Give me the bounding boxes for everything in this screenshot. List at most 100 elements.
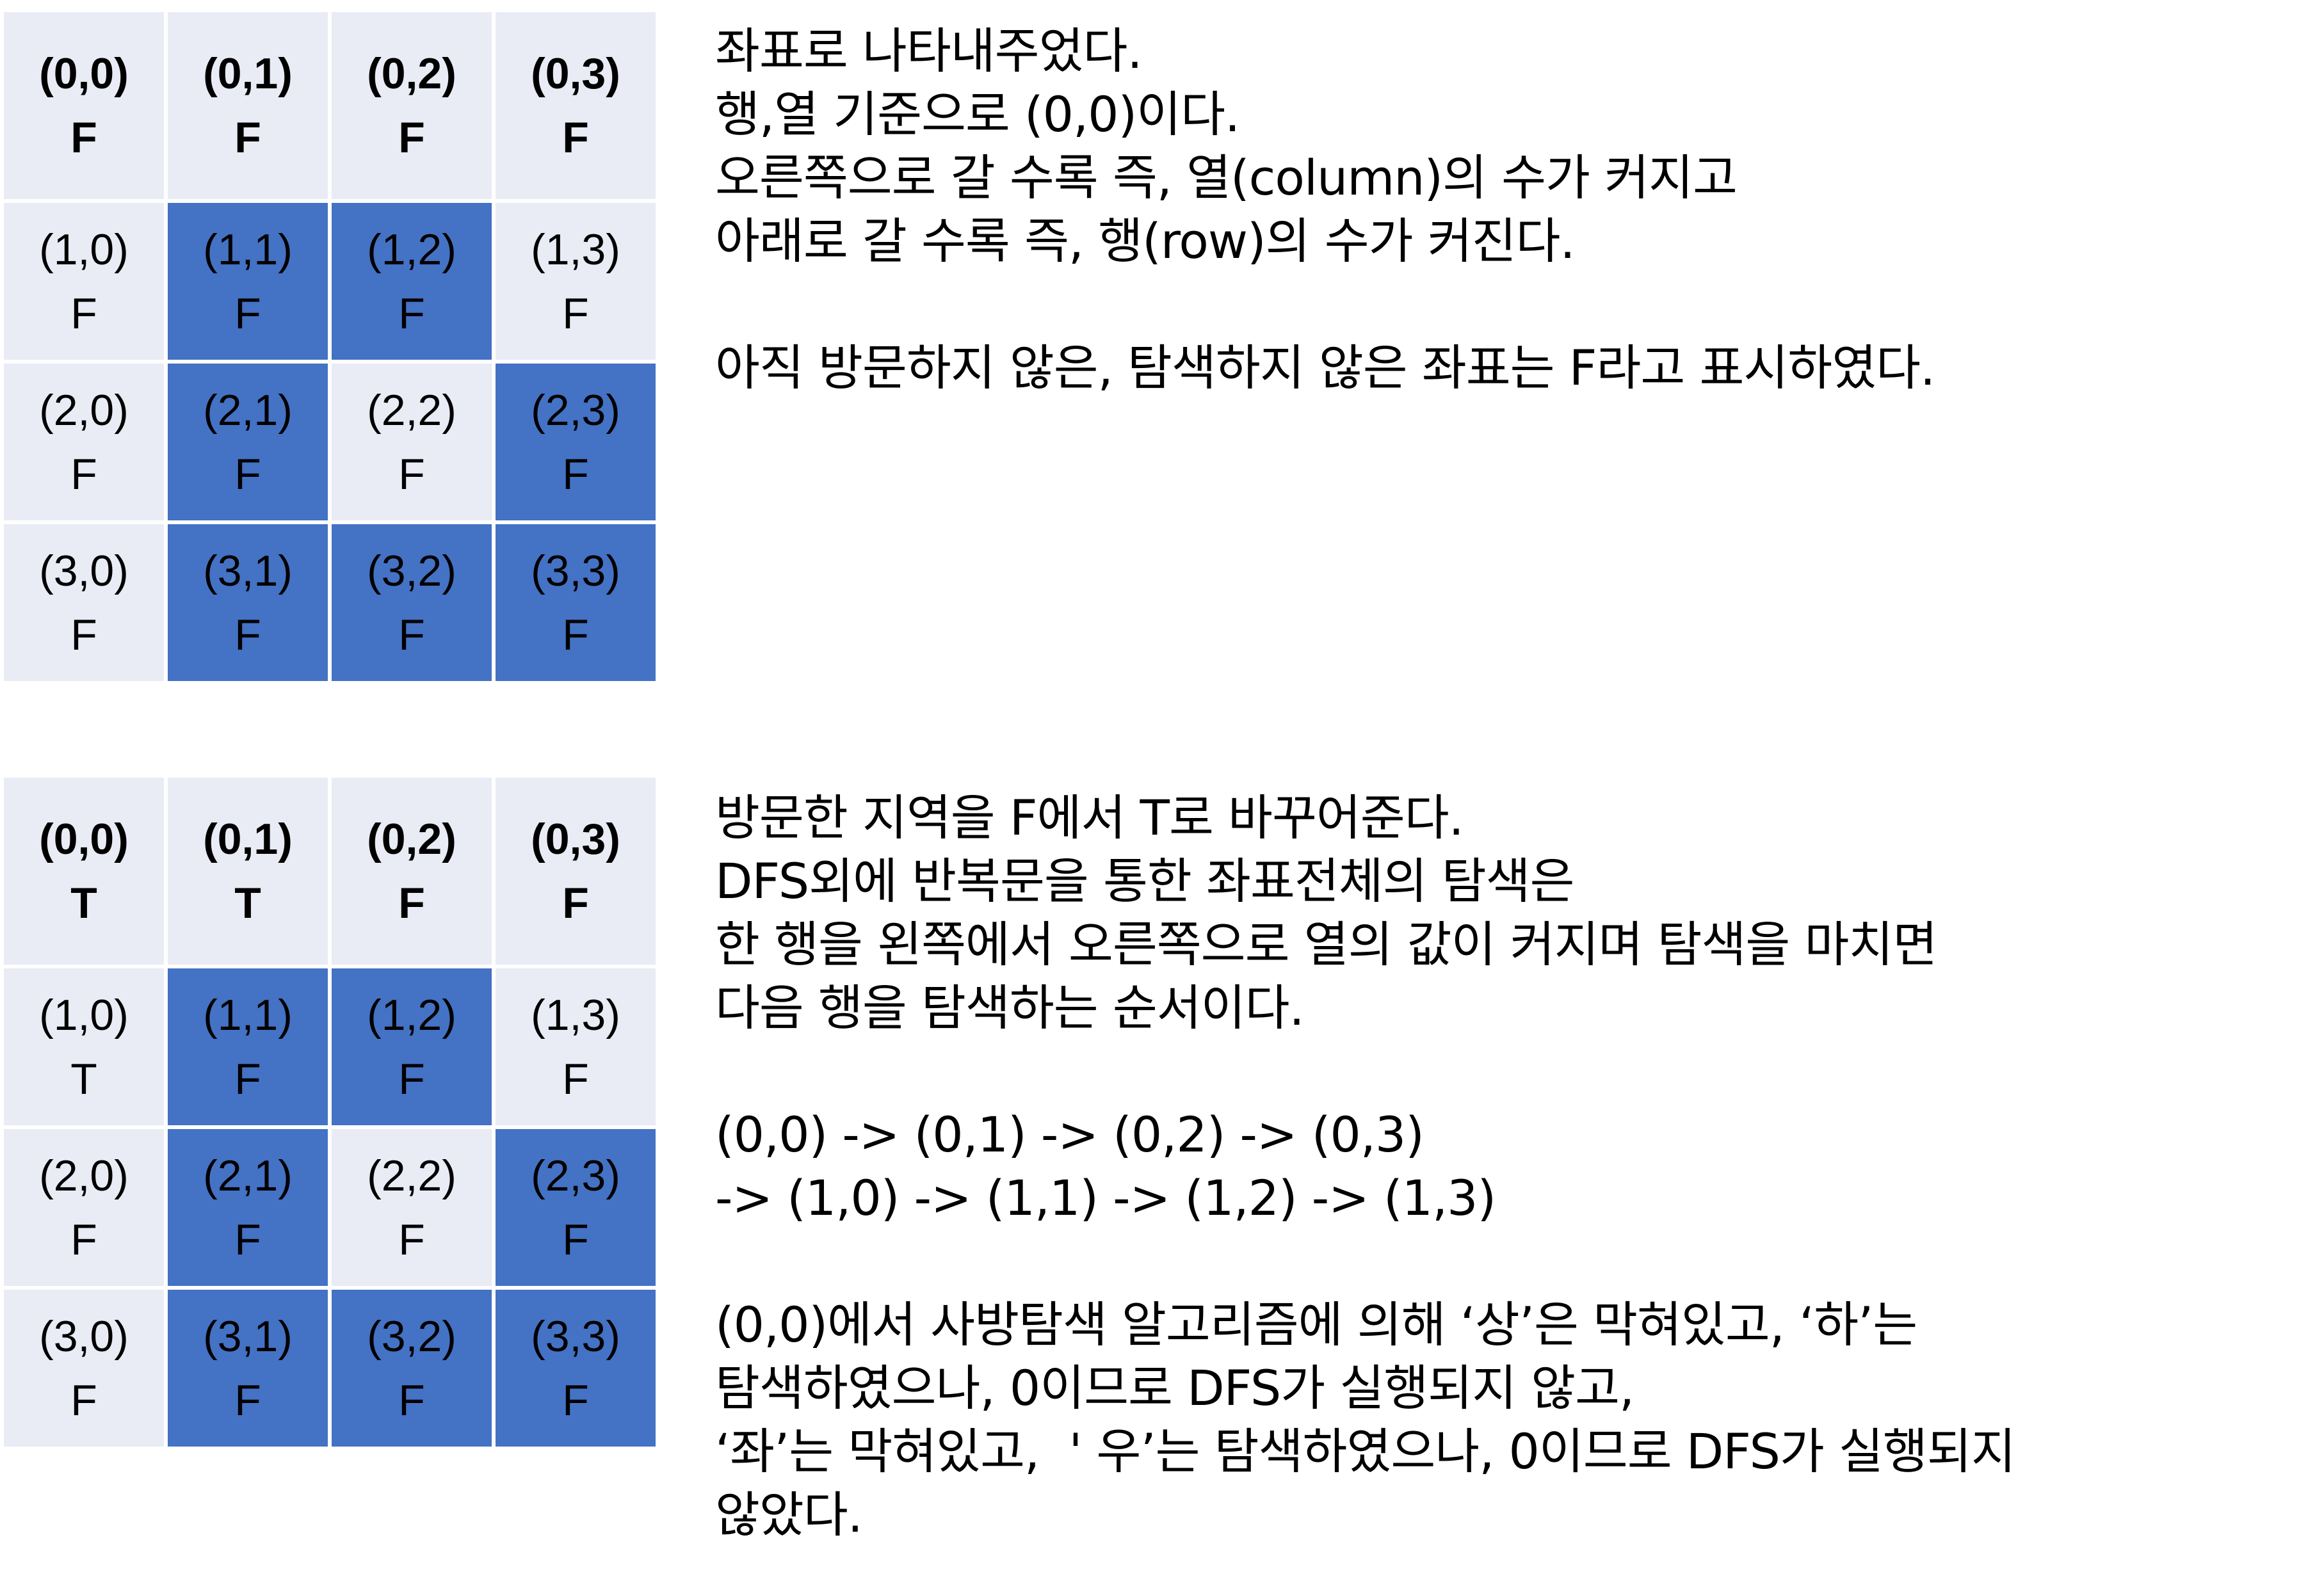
blocked-cell: (3,3) F [496, 524, 656, 681]
cell-visit-flag: F [234, 1054, 261, 1103]
description-line: 아래로 갈 수록 즉, 행(row)의 수가 커진다. [715, 213, 1576, 269]
blocked-cell: (3,3) F [496, 1290, 656, 1447]
cell-coordinate: (0,3) [531, 815, 620, 863]
description-line: 한 행을 왼쪽에서 오른쪽으로 열의 값이 커지며 탐색을 마치면 [715, 916, 1937, 973]
cell-coordinate: (0,3) [531, 49, 620, 98]
cell-coordinate: (3,1) [203, 546, 293, 595]
cell-coordinate: (3,0) [39, 546, 129, 595]
cell-visit-flag: F [234, 289, 261, 338]
description-initial: 좌표로 나타내주었다. 행,열 기준으로 (0,0)이다. 오른쪽으로 갈 수록 즉… [715, 19, 2309, 399]
cell-visit-flag: F [70, 289, 97, 338]
description-line: (0,0)에서 사방탐색 알고리즘에 의해 ‘상’은 막혀있고, ‘하’는 [715, 1296, 1917, 1353]
cell-coordinate: (3,3) [531, 546, 620, 595]
cell-visit-flag: F [398, 1376, 425, 1425]
cell-coordinate: (2,3) [531, 1151, 620, 1200]
open-cell: (0,1) T [168, 778, 328, 965]
description-line: -> (1,0) -> (1,1) -> (1,2) -> (1,3) [715, 1169, 1496, 1226]
cell-visit-flag: T [234, 879, 261, 927]
cell-coordinate: (1,3) [531, 225, 620, 274]
cell-visit-flag: F [234, 1215, 261, 1264]
blocked-cell: (1,2) F [332, 203, 492, 360]
description-line: 오른쪽으로 갈 수록 즉, 열(column)의 수가 커지고 [715, 149, 1738, 206]
open-cell: (1,3) F [496, 203, 656, 360]
cell-visit-flag: F [398, 1215, 425, 1264]
cell-coordinate: (0,2) [367, 49, 456, 98]
description-line: 방문한 지역을 F에서 T로 바꾸어준다. [715, 789, 1464, 846]
cell-coordinate: (3,0) [39, 1311, 129, 1361]
cell-coordinate: (1,3) [531, 990, 620, 1039]
blocked-cell: (2,3) F [496, 364, 656, 520]
cell-coordinate: (1,0) [39, 990, 129, 1039]
description-line: (0,0) -> (0,1) -> (0,2) -> (0,3) [715, 1106, 1424, 1163]
open-cell: (0,0) T [4, 778, 164, 965]
cell-visit-flag: F [398, 449, 425, 499]
cell-coordinate: (1,2) [367, 225, 456, 274]
blocked-cell: (1,1) F [168, 968, 328, 1125]
blocked-cell: (2,1) F [168, 1129, 328, 1286]
cell-coordinate: (0,0) [39, 49, 129, 98]
open-cell: (3,0) F [4, 1290, 164, 1447]
cell-visit-flag: F [234, 113, 261, 162]
cell-coordinate: (2,1) [203, 1151, 293, 1200]
cell-coordinate: (2,2) [367, 1151, 456, 1200]
cell-visit-flag: F [562, 610, 589, 659]
blocked-cell: (3,2) F [332, 524, 492, 681]
blocked-cell: (3,1) F [168, 524, 328, 681]
cell-coordinate: (2,0) [39, 385, 129, 435]
description-line: 좌표로 나타내주었다. [715, 22, 1143, 79]
cell-visit-flag: F [70, 610, 97, 659]
description-visited: 방문한 지역을 F에서 T로 바꾸어준다. DFS외에 반복문을 통한 좌표전체의… [715, 786, 2309, 1546]
open-cell: (2,2) F [332, 364, 492, 520]
blocked-cell: (3,1) F [168, 1290, 328, 1447]
grid-initial: (0,0) F (0,1) F (0,2) F (0,3) F (1,0) F (1,1) F (1,2… [4, 12, 656, 681]
cell-visit-flag: F [398, 879, 425, 927]
cell-visit-flag: F [70, 113, 97, 162]
cell-visit-flag: F [398, 289, 425, 338]
blocked-cell: (1,1) F [168, 203, 328, 360]
cell-coordinate: (2,2) [367, 385, 456, 435]
description-line: 탐색하였으나, 0이므로 DFS가 실행되지 않고, [715, 1359, 1634, 1416]
blocked-cell: (1,2) F [332, 968, 492, 1125]
open-cell: (2,0) F [4, 364, 164, 520]
cell-coordinate: (1,2) [367, 990, 456, 1039]
cell-coordinate: (1,1) [203, 225, 293, 274]
open-cell: (0,1) F [168, 12, 328, 199]
description-line: 아직 방문하지 않은, 탐색하지 않은 좌표는 F라고 표시하였다. [715, 339, 1935, 396]
description-line: DFS외에 반복문을 통한 좌표전체의 탐색은 [715, 853, 1575, 910]
cell-coordinate: (2,0) [39, 1151, 129, 1200]
description-line: ‘좌’는 막혀있고, ' 우’는 탐색하였으나, 0이므로 DFS가 실행되지 [715, 1423, 2016, 1480]
cell-coordinate: (1,1) [203, 990, 293, 1039]
open-cell: (1,0) T [4, 968, 164, 1125]
cell-coordinate: (0,0) [39, 815, 129, 863]
open-cell: (3,0) F [4, 524, 164, 681]
open-cell: (0,3) F [496, 778, 656, 965]
cell-visit-flag: F [398, 113, 425, 162]
cell-visit-flag: T [70, 1054, 97, 1103]
cell-coordinate: (3,2) [367, 1311, 456, 1361]
cell-coordinate: (3,2) [367, 546, 456, 595]
cell-coordinate: (3,1) [203, 1311, 293, 1361]
open-cell: (0,2) F [332, 778, 492, 965]
cell-visit-flag: F [562, 1376, 589, 1425]
cell-visit-flag: F [70, 1215, 97, 1264]
description-line: 않았다. [715, 1486, 863, 1543]
open-cell: (2,2) F [332, 1129, 492, 1286]
cell-visit-flag: F [234, 449, 261, 499]
blocked-cell: (2,3) F [496, 1129, 656, 1286]
cell-visit-flag: F [398, 1054, 425, 1103]
blocked-cell: (2,1) F [168, 364, 328, 520]
cell-visit-flag: F [562, 879, 589, 927]
cell-visit-flag: F [398, 610, 425, 659]
cell-coordinate: (0,1) [203, 815, 293, 863]
cell-visit-flag: F [562, 1054, 589, 1103]
cell-visit-flag: F [70, 449, 97, 499]
description-line [715, 1039, 2309, 1103]
cell-visit-flag: T [70, 879, 97, 927]
cell-coordinate: (2,3) [531, 385, 620, 435]
blocked-cell: (3,2) F [332, 1290, 492, 1447]
cell-coordinate: (0,1) [203, 49, 293, 98]
description-line [715, 1230, 2309, 1293]
description-line: 다음 행을 탐색하는 순서이다. [715, 979, 1305, 1036]
cell-coordinate: (1,0) [39, 225, 129, 274]
open-cell: (0,2) F [332, 12, 492, 199]
